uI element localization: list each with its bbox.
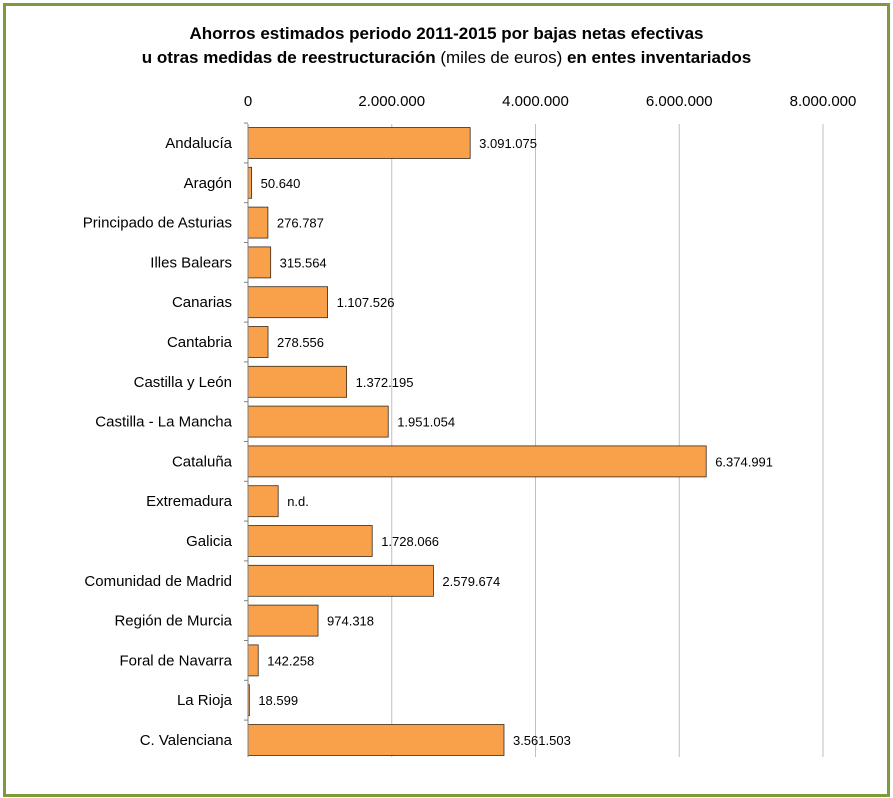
bar xyxy=(247,724,505,756)
category-label: Cataluña xyxy=(172,453,233,470)
bar xyxy=(247,127,471,159)
data-label: 1.107.526 xyxy=(337,295,395,310)
chart-title-units: (miles de euros) xyxy=(440,48,563,67)
category-label: Castilla - La Mancha xyxy=(95,414,232,431)
bar xyxy=(247,405,389,438)
category-label: Andalucía xyxy=(165,135,232,152)
axes: 0 2.000.000 4.000.000 6.000.000 8.000.000 And… xyxy=(83,93,857,757)
bar xyxy=(247,525,373,557)
category-label: Foral de Navarra xyxy=(119,652,232,669)
chart-title: Ahorros estimados periodo 2011-2015 por … xyxy=(0,22,893,70)
category-label: Región de Murcia xyxy=(114,613,232,630)
data-label: 1.728.066 xyxy=(381,534,439,549)
data-label: n.d. xyxy=(287,494,309,509)
data-label: 18.599 xyxy=(258,693,298,708)
category-label: Galicia xyxy=(186,533,233,550)
data-label: 142.258 xyxy=(267,653,314,668)
x-tick-label: 4.000.000 xyxy=(502,93,569,110)
data-label: 276.787 xyxy=(277,216,324,231)
chart-title-line1: Ahorros estimados periodo 2011-2015 por … xyxy=(189,24,704,43)
category-label: La Rioja xyxy=(177,692,233,709)
category-label: Castilla y León xyxy=(134,374,232,391)
chart-title-line2-bold-b: en entes inventariados xyxy=(566,48,752,67)
bar xyxy=(247,644,259,677)
data-label: 3.561.503 xyxy=(513,733,571,748)
category-label: Canarias xyxy=(172,294,232,311)
bar xyxy=(247,564,434,597)
x-tick-label: 0 xyxy=(244,93,252,110)
data-label: 6.374.991 xyxy=(715,454,773,469)
category-label: Extremadura xyxy=(146,493,233,510)
bar xyxy=(247,445,707,478)
data-label: 1.372.195 xyxy=(356,375,414,390)
data-label: 974.318 xyxy=(327,614,374,629)
bar xyxy=(247,326,269,358)
bar xyxy=(247,604,319,637)
data-label: 3.091.075 xyxy=(479,136,537,151)
category-label: Cantabria xyxy=(167,334,233,351)
data-label: 2.579.674 xyxy=(442,574,500,589)
bar xyxy=(247,206,269,239)
category-label: Comunidad de Madrid xyxy=(84,573,232,590)
category-label: Aragón xyxy=(184,175,232,192)
bar xyxy=(247,286,329,319)
data-label: 1.951.054 xyxy=(397,415,455,430)
category-label: Principado de Asturias xyxy=(83,215,232,232)
data-label: 50.640 xyxy=(261,176,301,191)
chart-title-line2: u otras medidas de reestructuración (mil… xyxy=(0,46,893,70)
bar xyxy=(247,485,279,518)
x-tick-label: 8.000.000 xyxy=(790,93,857,110)
gridlines xyxy=(391,124,824,757)
x-tick-label: 6.000.000 xyxy=(646,93,713,110)
bar xyxy=(247,246,272,279)
category-label: C. Valenciana xyxy=(140,732,233,749)
x-tick-label: 2.000.000 xyxy=(358,93,425,110)
data-label: 278.556 xyxy=(277,335,324,350)
bar xyxy=(247,166,253,199)
chart-title-line2-bold-a: u otras medidas de reestructuración xyxy=(141,48,436,67)
category-label: Illes Balears xyxy=(150,254,232,271)
bar xyxy=(247,365,348,398)
data-label: 315.564 xyxy=(280,255,327,270)
bars xyxy=(247,127,707,756)
